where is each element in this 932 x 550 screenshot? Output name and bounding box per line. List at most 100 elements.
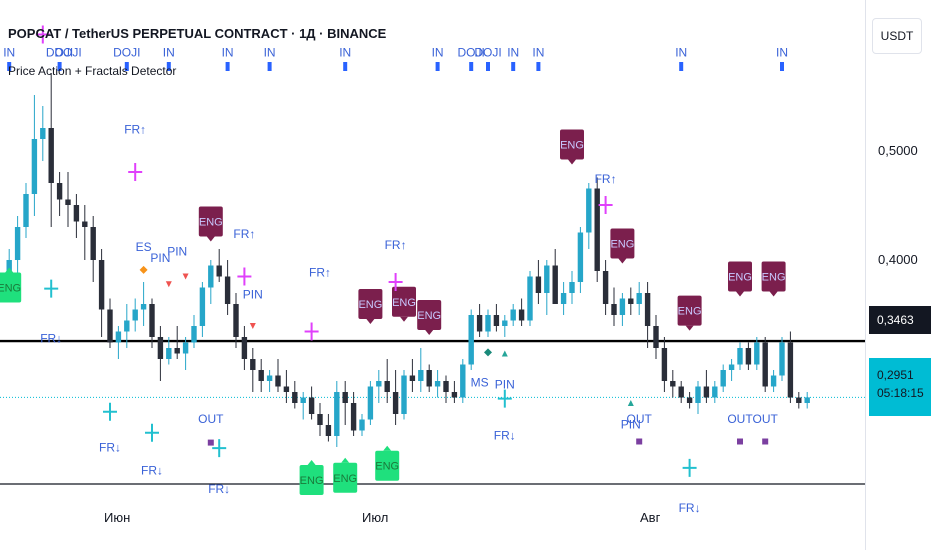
engulfing-label-box (610, 228, 635, 259)
candle-up (401, 375, 407, 414)
candle-up (31, 139, 38, 194)
indicator-title[interactable]: Price Action + Fractals Detector (8, 64, 177, 78)
pattern-label: IN (532, 46, 544, 60)
pattern-label: DOJI (54, 46, 81, 60)
candle-up (367, 386, 374, 420)
pattern-label: IN (222, 46, 234, 60)
engulfing-label-box (728, 261, 752, 292)
engulfing-label-pointer (618, 258, 627, 264)
pattern-label: FR↓ (679, 501, 701, 515)
pattern-label: DOJI (458, 46, 485, 60)
inside-bar-marker (435, 62, 440, 71)
pattern-label: FR↓ (40, 332, 62, 346)
candle-down (275, 375, 281, 387)
inside-bar-marker (536, 62, 541, 71)
engulfing-label-pointer (769, 291, 778, 297)
pattern-label: OUT (727, 412, 753, 426)
inside-bar-marker (166, 62, 171, 71)
pattern-label: ES (136, 240, 152, 254)
candle-up (779, 342, 785, 376)
currency-unit-button[interactable]: USDT (872, 18, 922, 54)
engulfing-label-text: ENG (392, 297, 416, 309)
candle-down (317, 414, 323, 425)
candle-down (174, 348, 180, 354)
symbol-title[interactable]: POPCAT / TetherUS PERPETUAL CONTRACT · 1… (8, 26, 387, 41)
candle-down (409, 375, 416, 381)
candle-up (140, 304, 147, 310)
inside-bar-marker (780, 62, 784, 71)
bullish-engulfing-label: ENG (299, 460, 324, 495)
engulfing-label-pointer (341, 457, 350, 463)
inside-bar-marker (267, 62, 272, 71)
candle-up (754, 342, 760, 365)
candle-up (208, 265, 214, 288)
candle-up (728, 364, 735, 370)
pattern-label: PIN (243, 288, 263, 302)
engulfing-label-text: ENG (610, 239, 634, 251)
candle-down (762, 342, 768, 387)
engulfing-label-box (358, 289, 383, 319)
candle-up (23, 194, 29, 227)
candle-down (283, 386, 290, 392)
pattern-label: FR↑ (595, 172, 617, 186)
candle-down (73, 205, 80, 222)
bar-countdown-label: 05:18:15 (877, 386, 924, 400)
engulfing-label-box (0, 272, 22, 303)
candle-down (233, 304, 239, 337)
time-axis-label: Июн (104, 510, 131, 525)
bullish-engulfing-label: ENG (375, 445, 400, 481)
candle-down (443, 381, 449, 392)
bearish-engulfing-label: ENG (761, 261, 786, 297)
candle-down (594, 188, 600, 271)
candle-down (392, 392, 399, 414)
engulfing-label-box (417, 300, 442, 330)
outside-bar-marker (636, 438, 643, 445)
fractal-down-cross-icon (44, 279, 59, 298)
candle-down (65, 199, 71, 205)
bearish-engulfing-label: ENG (677, 295, 702, 331)
inside-bar-marker (679, 62, 684, 71)
candle-down (157, 337, 164, 359)
engulfing-label-pointer (206, 236, 215, 242)
engulfing-label-pointer (736, 291, 744, 297)
fractal-up-cross-icon (128, 163, 143, 181)
pattern-label: OUT (198, 412, 224, 426)
candle-down (628, 298, 634, 304)
pattern-label: FR↑ (385, 238, 407, 252)
candle-down (224, 276, 231, 304)
engulfing-label-box (198, 206, 223, 237)
candle-up (14, 227, 21, 260)
candle-down (149, 304, 155, 337)
candle-down (241, 337, 248, 359)
candle-down (426, 370, 432, 387)
candle-up (569, 282, 575, 293)
engulfing-label-pointer (383, 445, 392, 451)
candle-up (527, 276, 533, 321)
pattern-label: IN (432, 46, 444, 60)
last-price-badge: 0,2951 05:18:15 (869, 358, 931, 416)
candle-up (502, 320, 508, 326)
candle-up (636, 293, 642, 304)
fractal-up-cross-icon (35, 25, 50, 44)
candle-down (678, 386, 684, 398)
candle-down (292, 392, 298, 403)
candle-down (56, 183, 63, 200)
pattern-label: PIN (495, 378, 515, 392)
outside-bar-marker (737, 438, 743, 445)
candle-up (770, 375, 777, 387)
fractal-down-cross-icon (497, 389, 512, 408)
bearish-engulfing-label: ENG (610, 228, 635, 264)
candle-down (82, 221, 88, 227)
candle-up (199, 287, 206, 326)
candle-up (695, 386, 701, 403)
engulfing-label-text: ENG (300, 475, 324, 487)
fractal-down-cross-icon (103, 402, 117, 421)
pattern-label: IN (264, 46, 276, 60)
time-axis-label: Авг (640, 510, 661, 525)
pattern-label: PIN (150, 251, 170, 265)
bearish-engulfing-label: ENG (728, 261, 752, 297)
bearish-engulfing-label: ENG (417, 300, 442, 335)
candle-up (804, 397, 810, 403)
bearish-engulfing-label: ENG (392, 286, 416, 322)
